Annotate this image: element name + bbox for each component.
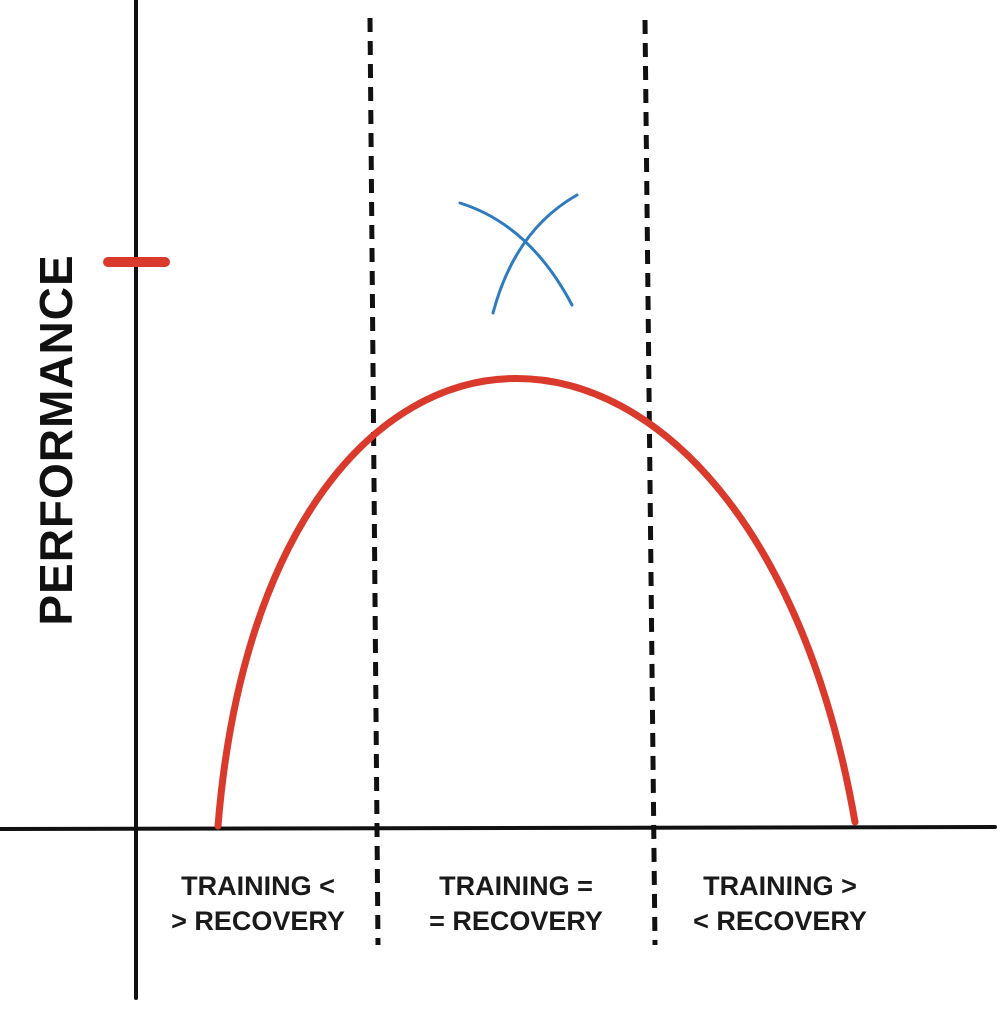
zone-1-line-1: TRAINING < <box>181 871 335 901</box>
zone-3-line-2: < RECOVERY <box>693 906 867 936</box>
x-axis <box>0 825 997 831</box>
zone-1-line-2: > RECOVERY <box>171 906 345 936</box>
zone-2-line-1: TRAINING = <box>439 871 593 901</box>
zone-label-over-trained: TRAINING > < RECOVERY <box>693 871 867 936</box>
divider-right <box>642 19 658 946</box>
peak-marker-icon <box>458 193 579 315</box>
performance-curve <box>214 375 859 830</box>
zone-label-under-recovered: TRAINING < > RECOVERY <box>171 871 345 936</box>
divider-left <box>367 17 381 946</box>
y-axis-title: PERFORMANCE <box>30 254 82 625</box>
zone-label-balanced: TRAINING = = RECOVERY <box>429 871 603 936</box>
zone-3-line-1: TRAINING > <box>703 871 857 901</box>
zone-2-line-2: = RECOVERY <box>429 906 603 936</box>
